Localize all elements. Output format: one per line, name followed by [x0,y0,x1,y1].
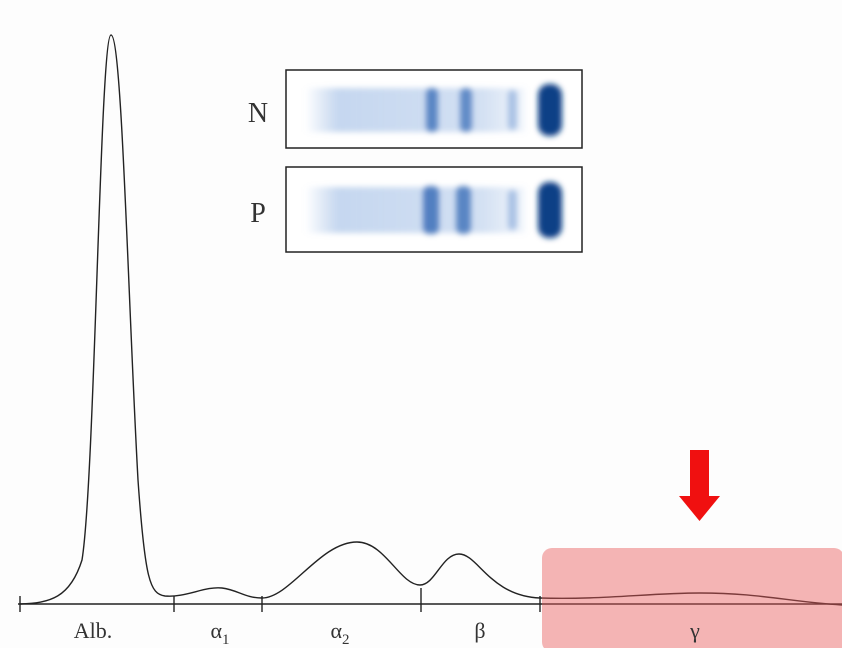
symbol: α [330,618,342,643]
row-label: N [248,98,268,129]
symbol: α [210,618,222,643]
fraction-label: Alb. [74,618,113,643]
row-label: P [250,198,266,229]
fraction-label: γ [689,618,700,643]
page: N P Alb. α1 α2 β γ (() => { const data =… [0,0,842,648]
electrophoresis-figure: N P Alb. α1 α2 β γ [0,0,842,648]
gel-strip-p [286,167,582,252]
subscript: 2 [342,632,350,648]
subscript: 1 [222,632,230,648]
fraction-label: β [474,618,485,643]
gel-strip-n [286,70,582,148]
